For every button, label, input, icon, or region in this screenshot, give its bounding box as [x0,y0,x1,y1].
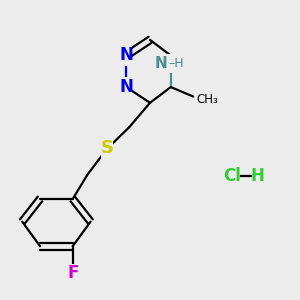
FancyBboxPatch shape [162,54,181,73]
Text: N: N [119,46,133,64]
FancyBboxPatch shape [101,139,113,159]
FancyBboxPatch shape [120,76,132,98]
Text: S: S [100,139,113,157]
Text: F: F [67,264,78,282]
Text: N: N [154,56,167,71]
FancyBboxPatch shape [120,45,132,66]
Text: –H: –H [168,57,184,70]
FancyBboxPatch shape [68,264,78,283]
Text: CH₃: CH₃ [196,93,218,106]
Text: N: N [119,78,133,96]
Text: H: H [250,167,264,185]
Text: Cl: Cl [223,167,241,185]
